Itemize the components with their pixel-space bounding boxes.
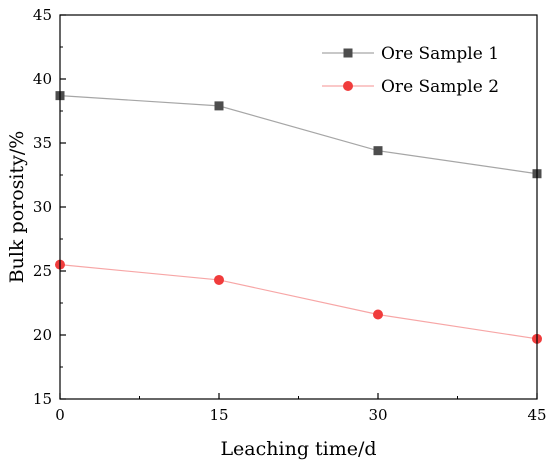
y-axis-title: Bulk porosity/% <box>6 131 28 284</box>
data-point-ore-sample-2 <box>373 309 383 320</box>
legend: Ore Sample 1 Ore Sample 2 <box>322 44 499 97</box>
x-tick-label: 45 <box>527 406 546 424</box>
y-tick-label: 35 <box>33 134 52 152</box>
x-tick-label: 30 <box>368 406 387 424</box>
legend-item-ore-sample-1: Ore Sample 1 <box>322 44 499 64</box>
legend-item-ore-sample-2: Ore Sample 2 <box>322 77 499 97</box>
x-axis-title: Leaching time/d <box>220 438 376 460</box>
legend-label-ore-sample-1: Ore Sample 1 <box>381 44 499 64</box>
y-tick-label: 25 <box>33 262 52 280</box>
legend-label-ore-sample-2: Ore Sample 2 <box>381 77 499 97</box>
y-tick-label: 20 <box>33 326 52 344</box>
x-tick-label: 0 <box>55 406 65 424</box>
series-layer <box>55 91 542 344</box>
series-line-ore-sample-2 <box>59 264 538 340</box>
plot-frame <box>59 14 538 400</box>
series-line-ore-sample-1 <box>59 95 538 175</box>
major-ticks <box>59 14 538 400</box>
data-point-ore-sample-1 <box>214 101 224 111</box>
x-tick-label: 15 <box>209 406 228 424</box>
legend-marker-ore-sample-2 <box>343 81 353 91</box>
y-tick-label: 45 <box>33 6 52 24</box>
legend-marker-ore-sample-1 <box>343 48 353 58</box>
y-tick-label: 40 <box>33 70 52 88</box>
data-point-ore-sample-2 <box>214 274 224 285</box>
y-tick-label: 30 <box>33 198 52 216</box>
y-tick-label: 15 <box>33 390 52 408</box>
data-point-ore-sample-1 <box>373 146 383 156</box>
